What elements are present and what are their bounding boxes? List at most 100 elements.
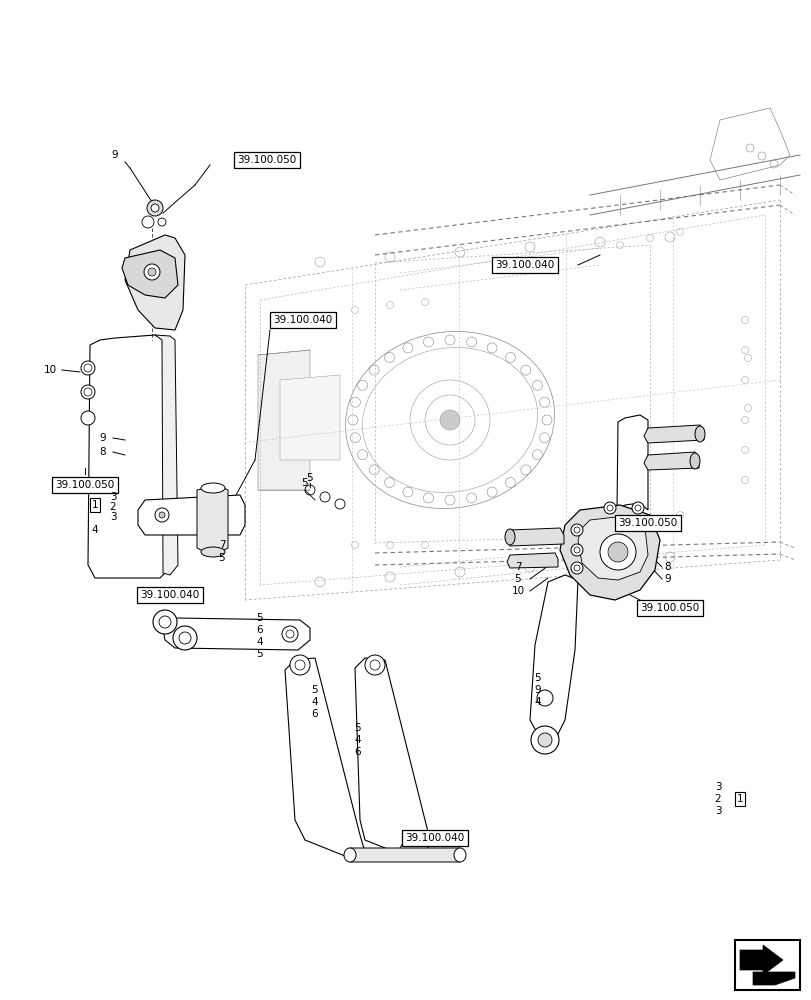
Text: 6: 6 [256, 625, 263, 635]
Text: 39.100.050: 39.100.050 [618, 518, 677, 528]
Circle shape [144, 264, 160, 280]
Circle shape [84, 364, 92, 372]
Circle shape [147, 200, 163, 216]
Text: 4: 4 [534, 697, 541, 707]
Text: 9: 9 [534, 685, 541, 695]
Circle shape [536, 690, 552, 706]
Polygon shape [348, 848, 461, 862]
Text: 5: 5 [354, 723, 361, 733]
Circle shape [84, 388, 92, 396]
Polygon shape [560, 505, 659, 600]
Polygon shape [285, 658, 365, 858]
Circle shape [365, 655, 384, 675]
Text: 3: 3 [109, 512, 116, 522]
Circle shape [530, 726, 558, 754]
Polygon shape [530, 575, 577, 740]
Text: 10: 10 [511, 586, 524, 596]
Polygon shape [280, 375, 340, 460]
Circle shape [634, 505, 640, 511]
Text: 6: 6 [311, 709, 318, 719]
Text: 1: 1 [736, 794, 742, 804]
Text: 9: 9 [100, 433, 106, 443]
Text: 5: 5 [256, 613, 263, 623]
Text: 5: 5 [218, 553, 225, 563]
Text: 3: 3 [109, 492, 116, 502]
Circle shape [607, 542, 627, 562]
Text: 8: 8 [664, 562, 671, 572]
Text: 5: 5 [311, 685, 318, 695]
Polygon shape [354, 658, 430, 858]
Text: 39.100.040: 39.100.040 [495, 260, 554, 270]
Text: 2: 2 [109, 502, 116, 512]
Circle shape [570, 524, 582, 536]
Ellipse shape [694, 426, 704, 442]
Circle shape [290, 655, 310, 675]
Text: 7: 7 [514, 562, 521, 572]
Ellipse shape [453, 848, 466, 862]
Ellipse shape [344, 848, 355, 862]
Text: 5: 5 [534, 673, 541, 683]
Text: 39.100.040: 39.100.040 [405, 833, 464, 843]
Circle shape [158, 218, 165, 226]
Circle shape [370, 660, 380, 670]
Polygon shape [506, 553, 557, 568]
Text: 5: 5 [302, 478, 308, 488]
Text: 8: 8 [100, 447, 106, 457]
Text: 5: 5 [256, 649, 263, 659]
Text: 9: 9 [664, 574, 671, 584]
Circle shape [159, 512, 165, 518]
Circle shape [573, 527, 579, 533]
Text: 4: 4 [92, 525, 98, 535]
Circle shape [155, 508, 169, 522]
Text: 6: 6 [354, 747, 361, 757]
Ellipse shape [201, 547, 225, 557]
Text: 39.100.040: 39.100.040 [140, 590, 200, 600]
Text: 39.100.040: 39.100.040 [273, 315, 333, 325]
Text: 4: 4 [354, 735, 361, 745]
Circle shape [81, 411, 95, 425]
Text: 5: 5 [514, 574, 521, 584]
Circle shape [603, 502, 616, 514]
Ellipse shape [504, 529, 514, 545]
Bar [734, 940, 799, 990]
Circle shape [178, 632, 191, 644]
Text: 4: 4 [311, 697, 318, 707]
Circle shape [173, 626, 197, 650]
Text: 39.100.050: 39.100.050 [237, 155, 296, 165]
Polygon shape [122, 250, 178, 298]
Circle shape [151, 204, 159, 212]
Circle shape [607, 505, 612, 511]
Circle shape [281, 626, 298, 642]
Text: 7: 7 [218, 540, 225, 550]
Circle shape [159, 616, 171, 628]
Polygon shape [125, 235, 185, 330]
Text: 2: 2 [714, 794, 720, 804]
Polygon shape [505, 528, 564, 546]
Text: 10: 10 [43, 365, 57, 375]
Polygon shape [197, 486, 228, 552]
Ellipse shape [201, 483, 225, 493]
Text: 39.100.050: 39.100.050 [55, 480, 114, 490]
Circle shape [631, 502, 643, 514]
Text: 5: 5 [307, 473, 313, 483]
Text: 3: 3 [714, 782, 720, 792]
Text: 9: 9 [112, 150, 118, 160]
Text: 1: 1 [92, 500, 98, 510]
Polygon shape [616, 415, 647, 510]
Polygon shape [577, 516, 647, 580]
Polygon shape [709, 108, 789, 180]
Circle shape [599, 534, 635, 570]
Polygon shape [643, 452, 698, 470]
Circle shape [570, 562, 582, 574]
Polygon shape [752, 972, 794, 985]
Circle shape [152, 610, 177, 634]
Polygon shape [88, 335, 168, 578]
Circle shape [142, 216, 154, 228]
Circle shape [148, 268, 156, 276]
Circle shape [538, 733, 551, 747]
Text: 4: 4 [256, 637, 263, 647]
Polygon shape [163, 618, 310, 650]
Text: 39.100.050: 39.100.050 [640, 603, 699, 613]
Polygon shape [643, 425, 703, 443]
Circle shape [573, 547, 579, 553]
